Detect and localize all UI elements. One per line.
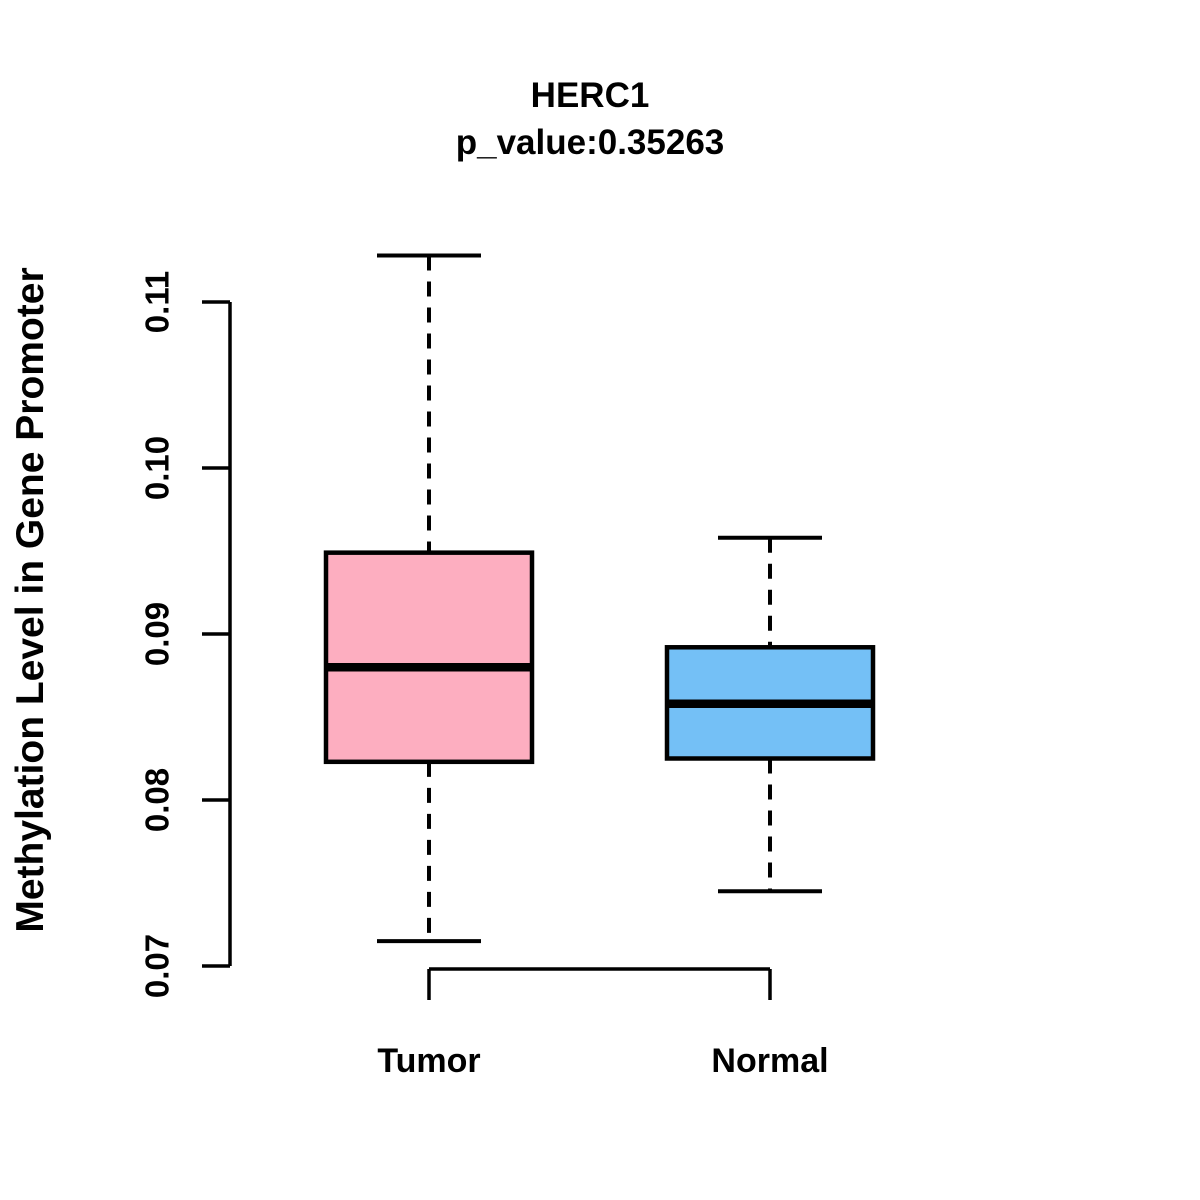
chart-title-block: HERC1 p_value:0.35263 [258,72,922,166]
x-axis-label-normal: Normal [711,1042,828,1080]
y-axis-tick-label: 0.08 [139,768,176,832]
x-axis-label-tumor: Tumor [377,1042,480,1080]
y-axis-tick-label: 0.09 [139,602,176,666]
tumor-iqr-box [323,550,535,765]
y-axis-title: Methylation Level in Gene Promoter [9,267,52,933]
y-axis-tick-label: 0.07 [139,934,176,998]
y-axis-tick-label: 0.11 [139,271,176,333]
y-axis-tick-label: 0.10 [139,436,176,500]
chart-subtitle: p_value:0.35263 [455,123,725,162]
chart-title: HERC1 [530,76,650,115]
